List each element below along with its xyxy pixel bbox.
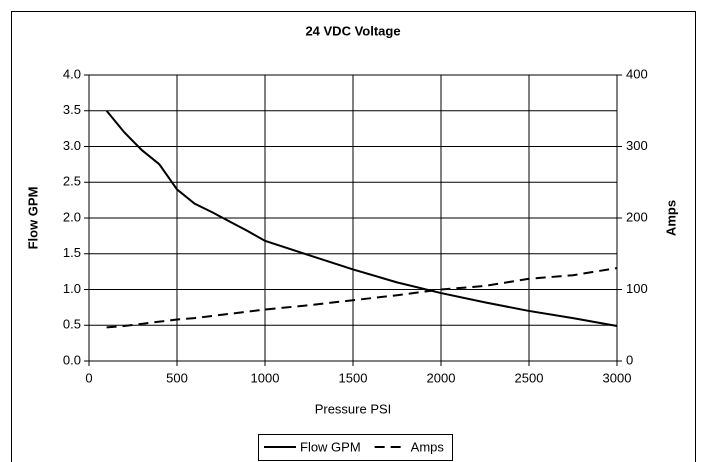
x-tick-label: 500 — [166, 370, 188, 385]
x-tick-label: 3000 — [603, 370, 632, 385]
y2-tick-label: 400 — [626, 66, 648, 81]
x-tick-label: 0 — [85, 370, 92, 385]
chart-title: 24 VDC Voltage — [305, 23, 400, 38]
x-tick-label: 1500 — [339, 370, 368, 385]
y2-tick-label: 300 — [626, 138, 648, 153]
x-axis-label: Pressure PSI — [315, 401, 392, 416]
y2-tick-label: 200 — [626, 209, 648, 224]
series-line — [106, 267, 618, 329]
y-tick-label: 0.5 — [63, 317, 81, 332]
legend-label: Amps — [411, 439, 445, 454]
y-tick-label: 2.0 — [63, 209, 81, 224]
y2-tick-label: 0 — [626, 352, 633, 367]
y-tick-label: 0.0 — [63, 352, 81, 367]
y-axis-label: Flow GPM — [25, 187, 40, 250]
series-line — [105, 110, 618, 327]
y2-axis-label: Amps — [663, 200, 678, 236]
plot-border — [88, 74, 618, 362]
y-tick-label: 2.5 — [63, 174, 81, 189]
y-tick-label: 1.5 — [63, 245, 81, 260]
y-tick-label: 3.0 — [63, 138, 81, 153]
y2-tick-label: 100 — [626, 281, 648, 296]
y-tick-label: 3.5 — [63, 102, 81, 117]
x-tick-label: 2500 — [515, 370, 544, 385]
legend-label: Flow GPM — [300, 439, 361, 454]
y-tick-label: 1.0 — [63, 281, 81, 296]
x-tick-label: 2000 — [427, 370, 456, 385]
y-tick-label: 4.0 — [63, 66, 81, 81]
x-tick-label: 1000 — [251, 370, 280, 385]
